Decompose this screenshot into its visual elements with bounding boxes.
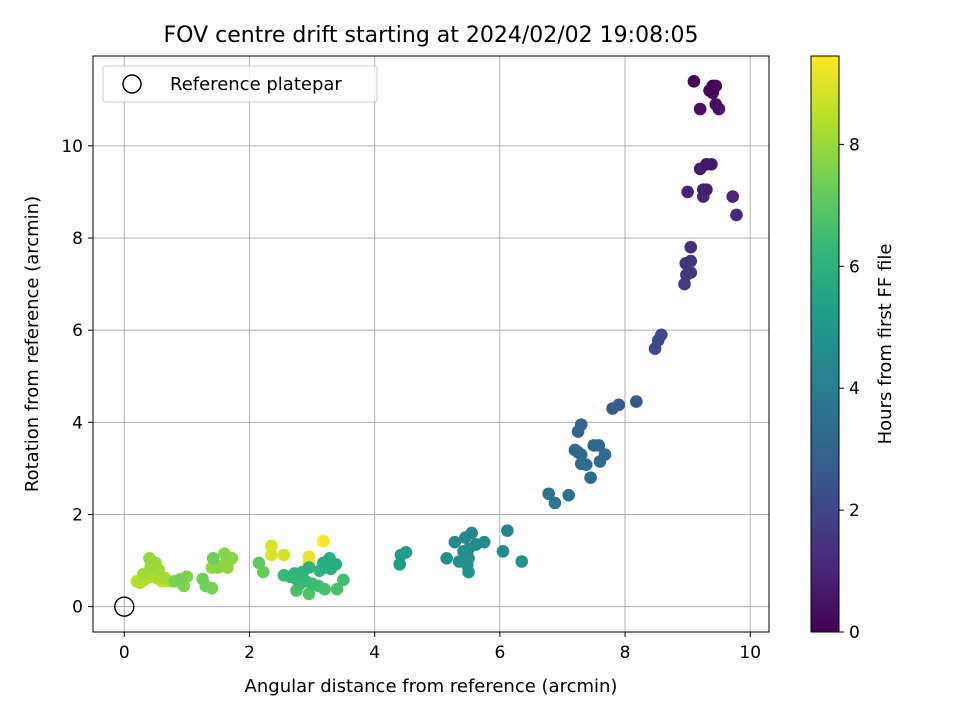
data-points — [130, 75, 743, 601]
data-point — [548, 496, 562, 510]
plot-frame — [92, 55, 770, 633]
data-point — [684, 240, 698, 254]
y-axis-label: Rotation from reference (arcmin) — [22, 196, 43, 492]
chart-title: FOV centre drift starting at 2024/02/02 … — [164, 23, 699, 48]
data-point — [302, 561, 316, 574]
x-tick-label: 0 — [119, 643, 130, 663]
data-point — [211, 561, 225, 574]
data-point — [143, 551, 156, 565]
data-point — [630, 395, 643, 408]
data-point — [730, 208, 743, 222]
data-point — [587, 439, 601, 452]
x-tick-label: 6 — [494, 643, 505, 663]
data-point — [323, 551, 336, 565]
data-point — [277, 548, 291, 562]
x-tick-label: 4 — [369, 643, 380, 663]
data-point — [302, 550, 316, 564]
data-point — [684, 266, 698, 279]
data-point — [693, 102, 707, 116]
legend: Reference platepar — [102, 65, 378, 103]
data-point — [330, 582, 344, 596]
reference-layer — [114, 596, 135, 617]
y-tick-label: 8 — [72, 229, 83, 249]
data-point — [496, 545, 510, 558]
colorbar-tick-label: 4 — [849, 379, 860, 399]
grid-lines — [93, 56, 769, 632]
colorbar-tick-label: 0 — [849, 623, 860, 643]
data-point — [684, 254, 698, 268]
x-axis-ticks: 0 2 4 6 8 10 — [119, 632, 761, 663]
legend-entry-label: Reference platepar — [170, 74, 342, 95]
data-point — [465, 526, 478, 540]
y-axis-ticks: 0 2 4 6 8 10 — [61, 137, 93, 618]
x-tick-label: 8 — [620, 643, 631, 663]
data-point — [598, 448, 612, 461]
y-tick-label: 10 — [61, 137, 83, 157]
data-point — [542, 487, 555, 501]
x-axis-label: Angular distance from reference (arcmin) — [245, 676, 618, 697]
data-point — [337, 573, 350, 587]
colorbar-ticks: 0 2 4 6 8 — [839, 135, 860, 643]
data-point — [399, 545, 413, 559]
data-point — [709, 98, 723, 111]
data-point — [218, 547, 231, 560]
data-point — [252, 556, 266, 570]
x-tick-label: 2 — [244, 643, 255, 663]
data-point — [706, 79, 719, 93]
colorbar-tick-label: 2 — [849, 501, 860, 521]
data-point — [655, 328, 668, 342]
data-point — [393, 557, 407, 571]
data-point — [696, 183, 710, 196]
data-point — [612, 398, 626, 412]
data-point — [574, 457, 588, 471]
data-point — [196, 572, 209, 586]
y-tick-label: 4 — [72, 413, 83, 433]
data-point — [501, 524, 514, 537]
colorbar-tick-label: 6 — [849, 257, 860, 277]
data-point — [515, 555, 529, 568]
y-tick-label: 6 — [72, 321, 83, 341]
data-point — [700, 157, 713, 171]
colorbar-gradient — [810, 55, 840, 633]
data-point — [174, 572, 187, 586]
data-point — [562, 488, 576, 502]
x-tick-label: 10 — [739, 643, 761, 663]
data-point — [726, 190, 739, 203]
colorbar: 0 2 4 6 8 Hours from first FF file — [810, 55, 896, 643]
y-tick-label: 2 — [72, 505, 83, 525]
reference-point — [114, 596, 135, 617]
data-point — [574, 418, 588, 431]
colorbar-label: Hours from first FF file — [875, 244, 896, 445]
data-point — [265, 539, 278, 553]
legend-box — [102, 65, 378, 103]
colorbar-tick-label: 8 — [849, 135, 860, 155]
data-point — [440, 551, 453, 565]
data-point — [687, 75, 701, 88]
data-point — [681, 185, 694, 199]
legend-marker-icon — [122, 74, 142, 94]
data-point — [302, 587, 316, 601]
data-point — [568, 443, 582, 457]
data-point — [584, 471, 597, 484]
data-point — [317, 534, 330, 548]
data-point — [265, 548, 278, 562]
data-point — [206, 551, 220, 565]
data-point — [477, 535, 491, 549]
data-point — [448, 535, 462, 549]
y-tick-label: 0 — [72, 598, 83, 618]
